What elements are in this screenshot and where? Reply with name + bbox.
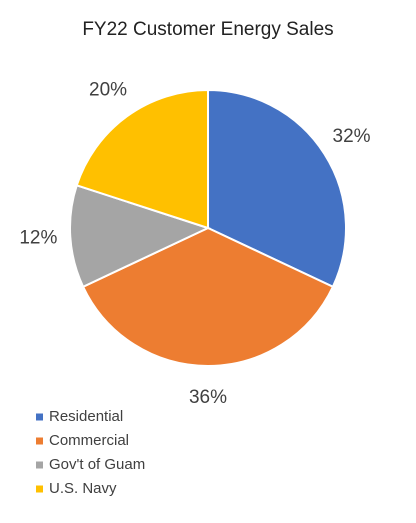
legend-swatch	[36, 437, 43, 445]
legend-label: Commercial	[49, 432, 129, 449]
data-label: 32%	[333, 126, 371, 147]
pie-slice	[207, 88, 347, 289]
data-label: 12%	[19, 228, 57, 249]
data-label: 36%	[189, 387, 227, 408]
legend-swatch	[36, 461, 43, 469]
legend-swatch	[36, 485, 43, 493]
pie-slice	[69, 184, 211, 289]
pie-slice	[75, 88, 209, 230]
chart-title: FY22 Customer Energy Sales	[82, 19, 333, 40]
data-label: 20%	[89, 79, 127, 100]
legend-label: Residential	[49, 408, 123, 425]
pie-slice	[81, 226, 335, 367]
legend-label: U.S. Navy	[49, 480, 117, 497]
legend-label: Gov't of Guam	[49, 456, 145, 473]
legend-swatch	[36, 413, 43, 421]
